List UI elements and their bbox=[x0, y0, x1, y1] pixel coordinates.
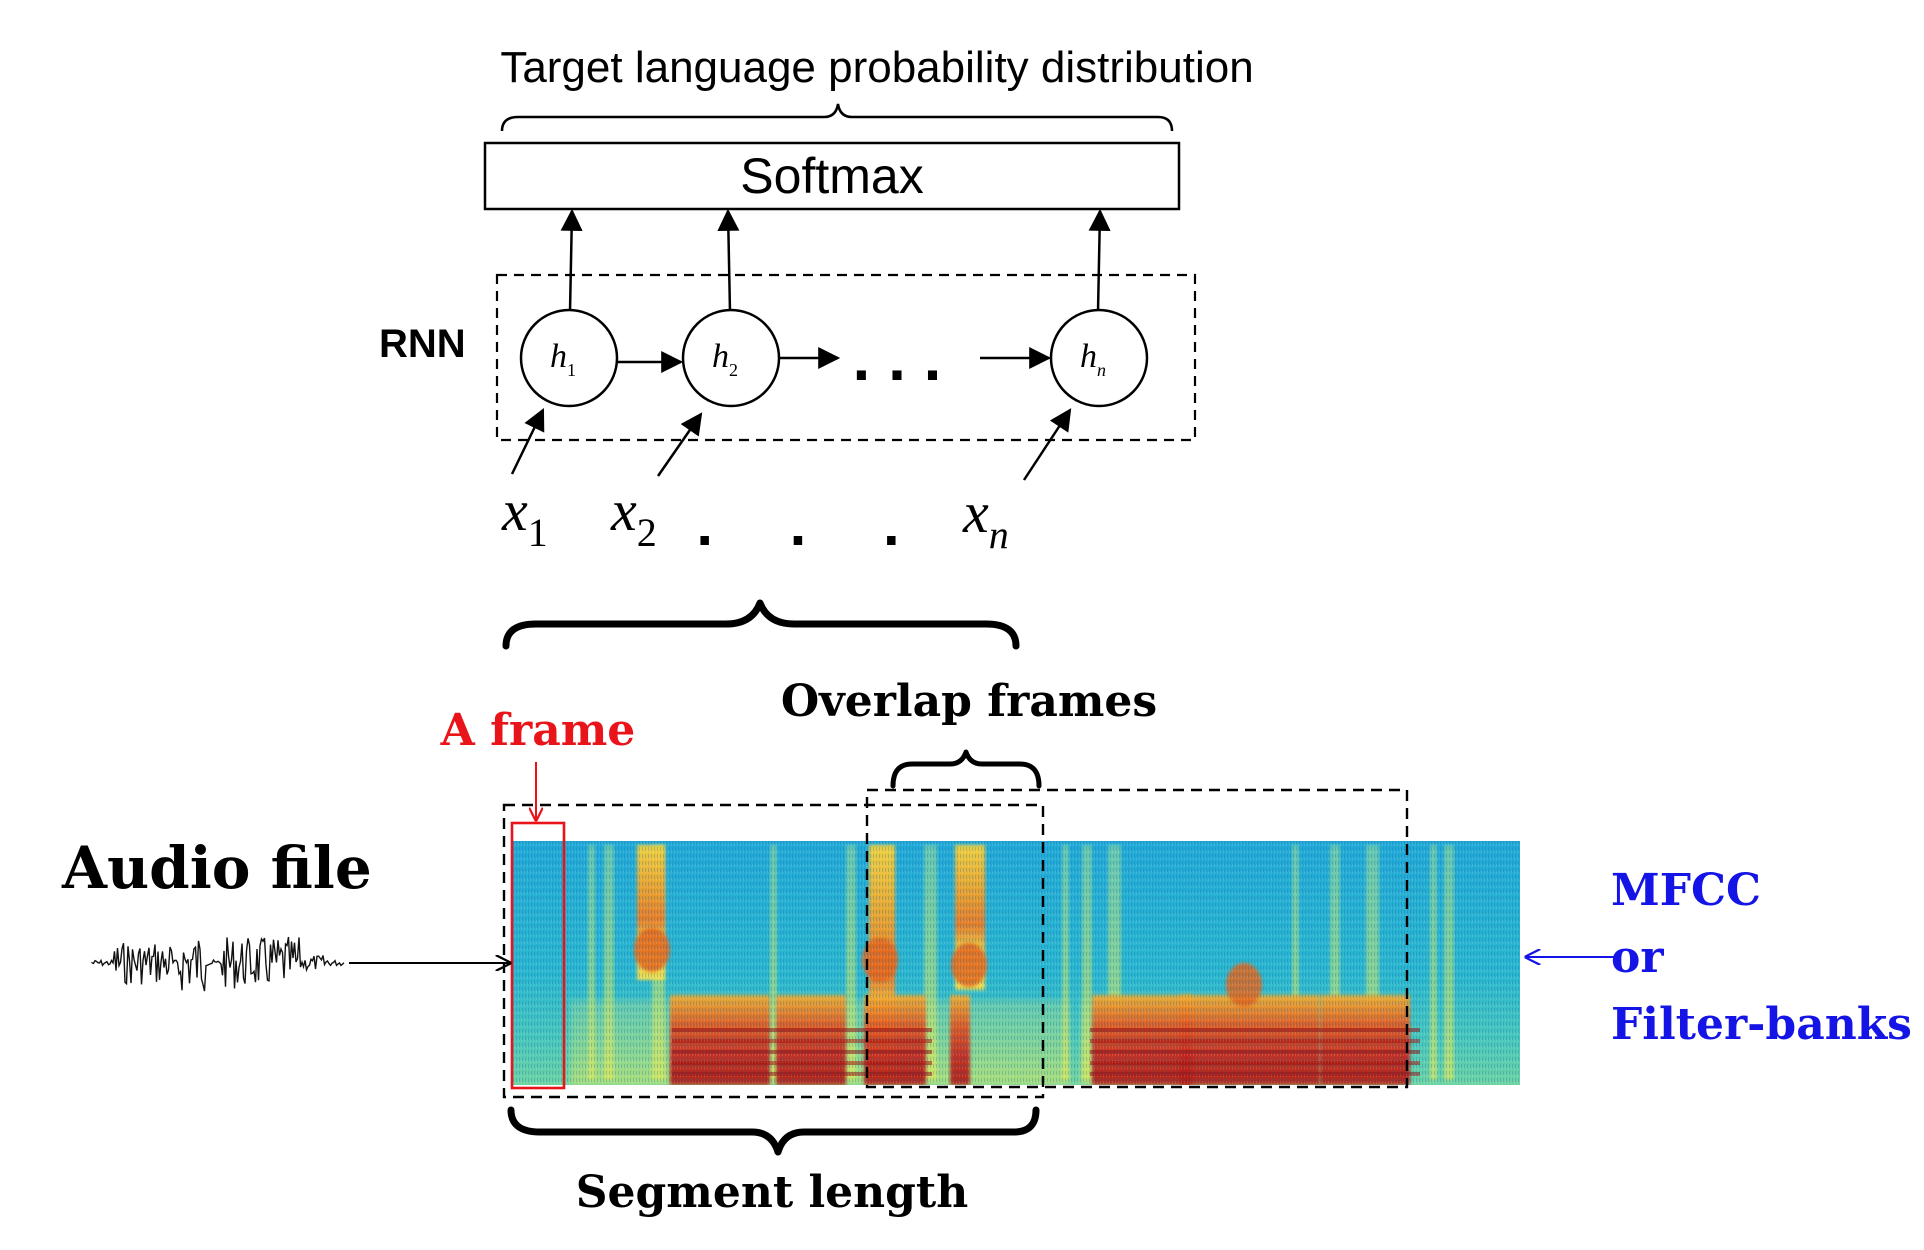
segment-window-2 bbox=[865, 788, 1409, 1089]
hidden-state-1 bbox=[519, 308, 619, 408]
segment-window-1 bbox=[502, 803, 1045, 1099]
hidden-state-n-label: hn bbox=[1080, 338, 1106, 380]
hidden-state-1-label: h1 bbox=[550, 338, 576, 380]
segment-label: Segment length bbox=[576, 1167, 969, 1218]
x1-to-h1-arrow bbox=[510, 408, 545, 475]
rnn-label: RNN bbox=[379, 322, 466, 366]
h1-to-softmax-arrow bbox=[560, 208, 583, 313]
hidden-ellipsis: . . . bbox=[853, 322, 942, 394]
audio-label: Audio file bbox=[61, 834, 372, 902]
hidden-state-n bbox=[1049, 308, 1149, 408]
feature-label: MFCC or Filter-banks bbox=[1611, 865, 1912, 1050]
spectrogram bbox=[513, 841, 1520, 1085]
overlap-label: Overlap frames bbox=[781, 676, 1157, 727]
frame-label: A frame bbox=[440, 705, 636, 756]
softmax-label: Softmax bbox=[740, 148, 923, 204]
input-ellipsis: . . . bbox=[696, 491, 929, 558]
frame-highlight-box bbox=[510, 821, 566, 1090]
top-title-brace bbox=[500, 103, 1174, 132]
input-x1: x1 bbox=[501, 478, 548, 555]
audio-waveform bbox=[91, 936, 345, 992]
input-xn: xn bbox=[962, 480, 1009, 557]
softmax-box bbox=[483, 141, 1181, 211]
xn-to-hn-arrow bbox=[1022, 408, 1072, 481]
hidden-state-2 bbox=[681, 308, 781, 408]
rnn-dashed-box bbox=[495, 273, 1197, 442]
segment-length-brace bbox=[507, 1106, 1040, 1156]
hn-to-softmax-arrow bbox=[1088, 208, 1111, 313]
overlap-brace bbox=[890, 749, 1042, 789]
h2-to-softmax-arrow bbox=[717, 208, 740, 313]
inputs-brace bbox=[502, 599, 1020, 650]
x2-to-h2-arrow bbox=[656, 412, 703, 477]
hidden-state-2-label: h2 bbox=[712, 338, 738, 380]
input-x2: x2 bbox=[610, 478, 657, 555]
top-title: Target language probability distribution bbox=[500, 43, 1253, 92]
